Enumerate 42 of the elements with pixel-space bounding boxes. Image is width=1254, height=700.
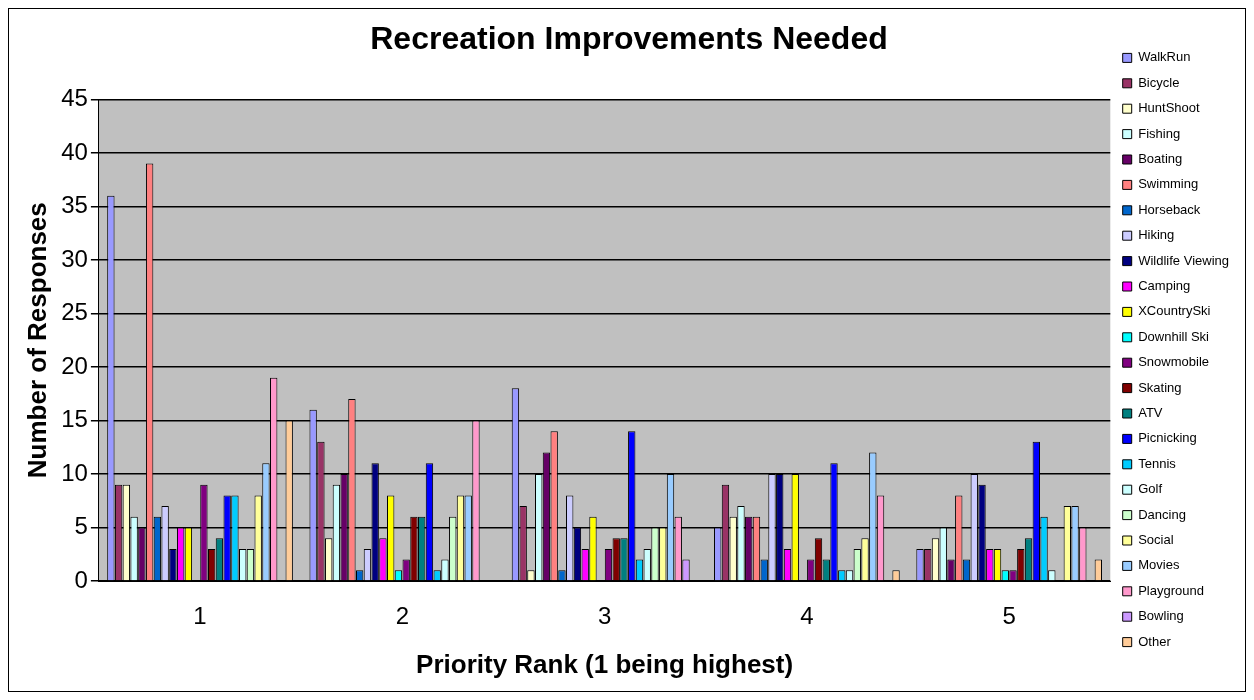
y-tick-label: 45: [61, 84, 88, 112]
legend-label: Hiking: [1138, 227, 1175, 243]
y-tick-label: 20: [61, 351, 88, 379]
legend-label: Golf: [1138, 481, 1163, 497]
legend-label: Bowling: [1138, 608, 1184, 624]
legend-label: Social: [1138, 532, 1174, 548]
y-tick-label: 0: [74, 565, 88, 593]
legend-label: Tennis: [1138, 455, 1177, 471]
legend-label: Camping: [1138, 278, 1191, 294]
legend-label: Wildlife Viewing: [1138, 252, 1229, 268]
legend-label: Other: [1138, 633, 1172, 649]
legend-label: Fishing: [1138, 125, 1181, 141]
y-tick-label: 10: [61, 458, 88, 486]
legend-label: Boating: [1138, 151, 1183, 167]
legend-label: HuntShoot: [1138, 100, 1201, 116]
y-tick-label: 15: [61, 405, 88, 433]
y-tick-label: 35: [61, 191, 88, 219]
y-tick-label: 30: [61, 244, 88, 272]
y-tick-label: 5: [74, 512, 88, 540]
legend-label: Snowmobile: [1138, 354, 1210, 370]
legend-label: ATV: [1138, 405, 1163, 421]
chart-title: Recreation Improvements Needed: [370, 20, 888, 57]
legend-label: WalkRun: [1138, 49, 1191, 65]
legend-label: Downhill Ski: [1138, 328, 1210, 344]
x-tick-label: 5: [1002, 602, 1016, 630]
x-tick-label: 3: [597, 602, 612, 630]
x-tick-label: 1: [193, 602, 207, 630]
legend-label: Horseback: [1138, 201, 1201, 217]
legend-label: Picnicking: [1138, 430, 1197, 446]
legend-label: Swimming: [1138, 176, 1199, 192]
y-axis-title: Number of Responses: [21, 202, 52, 479]
legend-label: Playground: [1138, 582, 1204, 598]
y-tick-label: 25: [61, 298, 88, 326]
legend-label: XCountrySki: [1138, 303, 1211, 319]
y-tick-label: 40: [61, 137, 88, 165]
x-axis-title: Priority Rank (1 being highest): [416, 648, 794, 679]
legend-label: Skating: [1138, 379, 1182, 395]
x-tick-label: 4: [800, 602, 814, 630]
x-tick-label: 2: [395, 602, 409, 630]
legend-label: Dancing: [1138, 506, 1186, 522]
legend-label: Movies: [1138, 557, 1180, 573]
legend-label: Bicycle: [1138, 74, 1180, 90]
